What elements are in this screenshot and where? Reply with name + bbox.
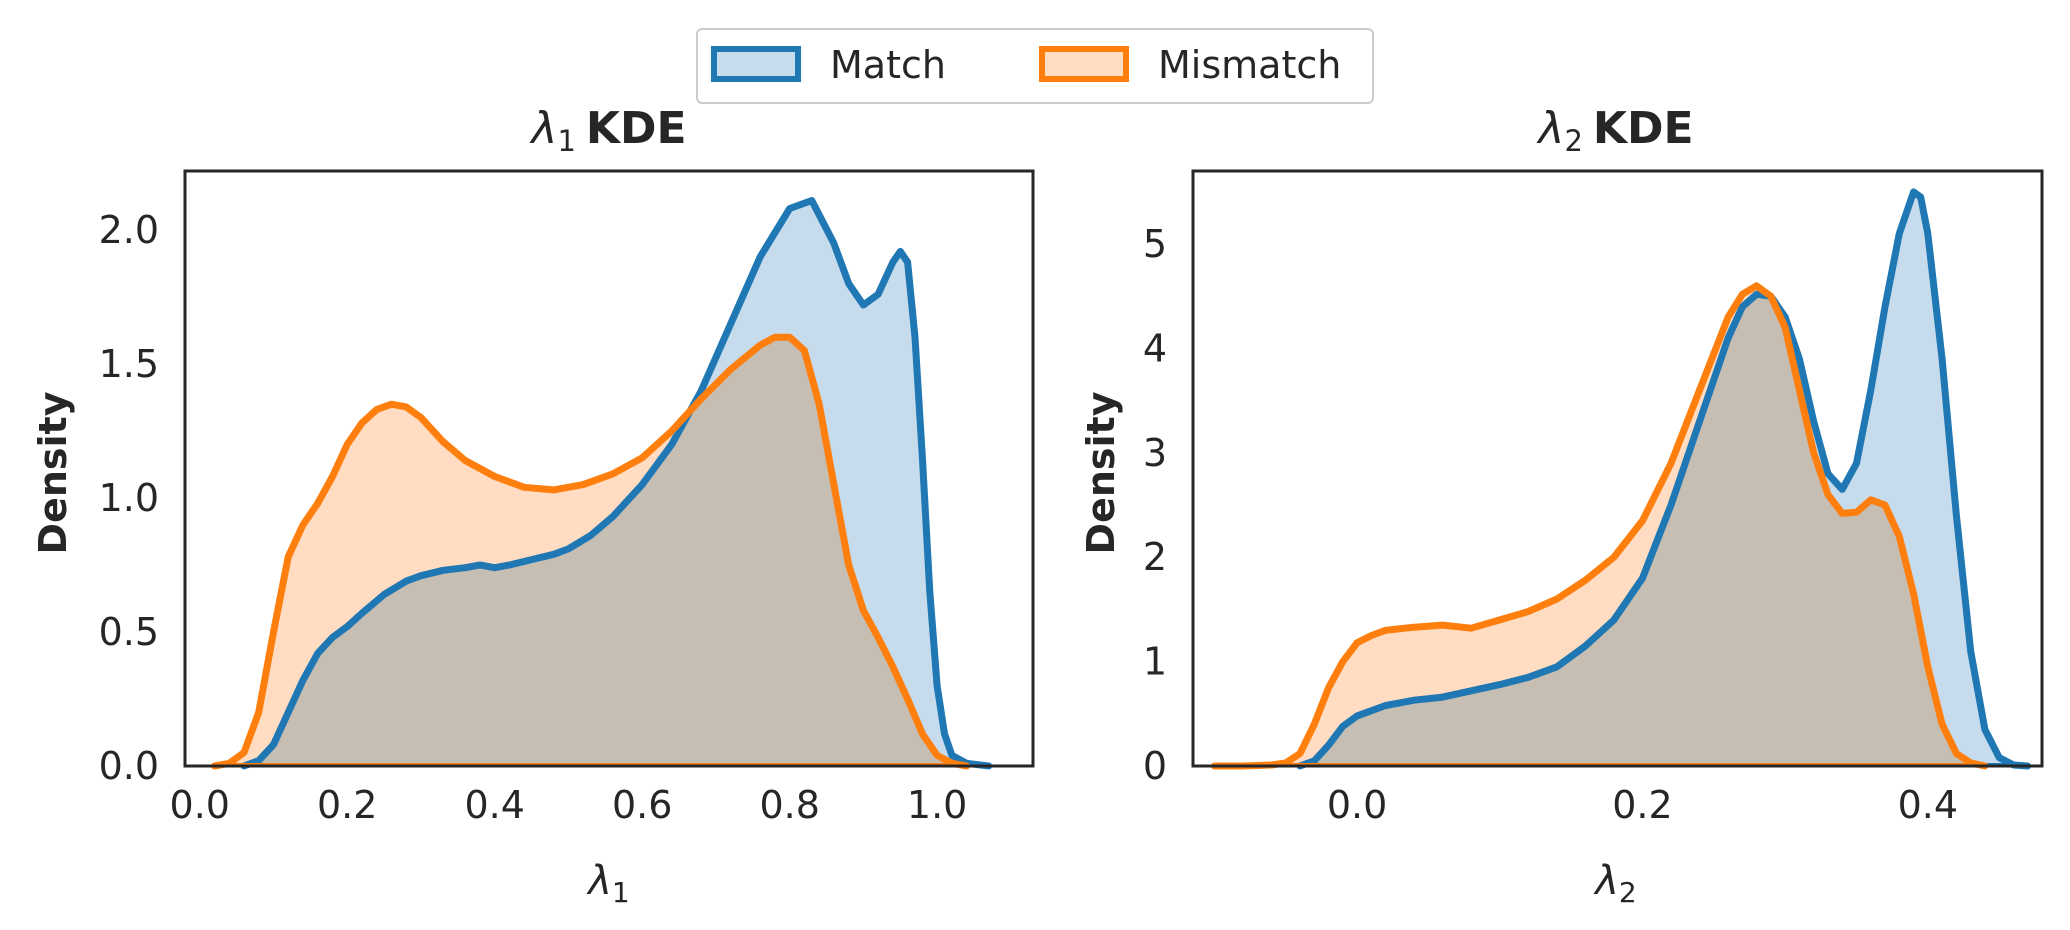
chart1-x-tick-label: 0.8 — [759, 783, 819, 827]
chart1-x-tick-label: 0.2 — [317, 783, 377, 827]
chart2-y-tick-label: 2 — [1143, 535, 1167, 579]
chart1-x-tick-label: 0.0 — [170, 783, 230, 827]
chart2-xlabel: λ2 — [1593, 858, 1637, 909]
chart2-title-subscript: 2 — [1564, 124, 1582, 158]
chart1-axes-frame — [183, 169, 1035, 768]
chart1-x-tick-label: 1.0 — [907, 783, 967, 827]
chart1-area-mismatch — [214, 337, 967, 766]
chart1-title-text: KDE — [586, 103, 687, 154]
chart1-y-tick-label: 1.0 — [99, 476, 159, 520]
chart2-fills — [1214, 191, 2028, 766]
chart2-title: λ2 KDE — [1536, 103, 1693, 158]
chart1-y-tick-labels: 0.0 0.5 1.0 1.5 2.0 — [99, 208, 159, 788]
legend-label-mismatch: Mismatch — [1158, 43, 1341, 87]
chart1-x-tick-label: 0.6 — [612, 783, 672, 827]
chart2-x-tick-label: 0.2 — [1612, 783, 1672, 827]
chart2-line-mismatch — [1210, 282, 1989, 770]
chart1-y-tick-label: 2.0 — [99, 208, 159, 252]
chart1-y-tick-label: 1.5 — [99, 342, 159, 386]
chart2-y-tick-label: 3 — [1143, 431, 1167, 475]
chart-lambda1-kde: λ1 KDE Density λ1 0.0 0.2 0.4 0.6 0.8 1.0 0.00… — [31, 103, 1035, 909]
chart2-y-tick-labels: 0 1 2 3 4 5 — [1143, 222, 1167, 788]
chart1-series — [211, 197, 993, 770]
legend-swatch-match — [711, 46, 801, 82]
chart1-y-tick-label: 0.5 — [99, 610, 159, 654]
chart1-fills — [214, 200, 989, 766]
chart1-y-tick-label: 0.0 — [99, 744, 159, 788]
chart1-x-tick-label: 0.4 — [464, 783, 524, 827]
chart2-ylabel: Density — [1079, 391, 1123, 554]
chart1-xlabel-subscript: 1 — [612, 876, 630, 909]
chart1-xlabel: λ1 — [586, 858, 630, 909]
chart1-title-symbol: λ — [529, 103, 557, 154]
chart1-x-tick-labels: 0.0 0.2 0.4 0.6 0.8 1.0 — [170, 783, 968, 827]
chart2-title-symbol: λ — [1536, 103, 1564, 154]
legend: Match Mismatch — [696, 28, 1374, 104]
chart2-x-tick-label: 0.0 — [1327, 783, 1387, 827]
chart1-xlabel-symbol: λ — [586, 858, 612, 904]
chart1-ylabel: Density — [31, 391, 75, 554]
chart2-y-tick-label: 0 — [1143, 744, 1167, 788]
chart2-axes-frame — [1191, 169, 2044, 768]
chart2-x-tick-labels: 0.0 0.2 0.4 — [1327, 783, 1958, 827]
legend-swatch-mismatch — [1039, 46, 1129, 82]
chart2-y-tick-label: 5 — [1143, 222, 1167, 266]
chart2-area-mismatch — [1214, 285, 1985, 766]
chart2-title-text: KDE — [1593, 103, 1694, 154]
legend-label-match: Match — [830, 43, 946, 87]
chart1-line-match — [240, 197, 993, 770]
chart2-xlabel-symbol: λ — [1593, 858, 1619, 904]
chart1-title: λ1 KDE — [529, 103, 686, 158]
chart1-line-mismatch — [211, 333, 971, 770]
chart2-x-tick-label: 0.4 — [1898, 783, 1958, 827]
chart2-series — [1210, 188, 2032, 770]
chart2-y-tick-label: 4 — [1143, 326, 1167, 370]
chart2-y-tick-label: 1 — [1143, 640, 1167, 684]
legend-frame — [696, 28, 1374, 104]
chart2-xlabel-subscript: 2 — [1619, 876, 1637, 909]
chart1-title-subscript: 1 — [557, 124, 575, 158]
